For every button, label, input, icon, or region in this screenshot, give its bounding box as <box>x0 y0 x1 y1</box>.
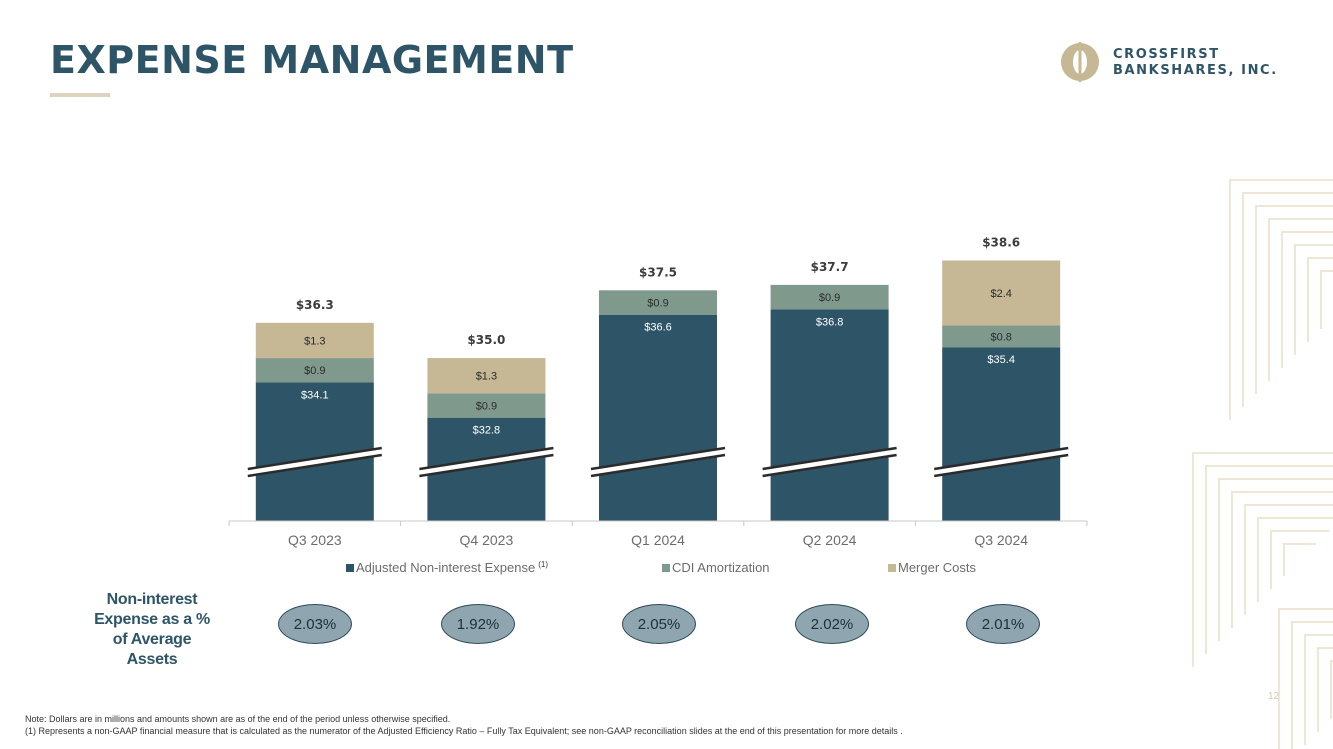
total-label: $37.5 <box>639 265 677 279</box>
logo-line-2: BANKSHARES, INC. <box>1113 63 1278 78</box>
decorative-pattern-line <box>1268 218 1333 381</box>
decorative-pattern-line <box>1320 270 1333 329</box>
x-tick-label: Q3 2024 <box>974 532 1028 548</box>
decorative-pattern-line <box>1304 634 1333 745</box>
bar-segment-cdi-amortization <box>599 290 717 315</box>
data-label-merger-costs: $2.4 <box>990 288 1011 300</box>
decorative-pattern-line <box>1218 478 1333 641</box>
data-label-cdi-amortization: $0.8 <box>990 331 1011 343</box>
ratio-pill-q1-2024: 2.05% <box>622 604 696 644</box>
legend-superscript: (1) <box>538 560 548 569</box>
legend-swatch-merger-costs <box>888 564 896 572</box>
legend-label-merger-costs: Merger Costs <box>898 560 977 575</box>
total-label: $37.7 <box>811 260 849 274</box>
axis-break-gap <box>591 448 725 476</box>
bar-segment-adjusted-expense <box>770 309 889 521</box>
axis-break-gap <box>762 448 897 476</box>
axis-break-line <box>762 453 897 478</box>
decorative-pattern-line <box>1330 660 1333 719</box>
data-label-merger-costs: $1.3 <box>304 335 325 347</box>
bar-segment-adjusted-expense <box>599 314 717 521</box>
legend-label-adjusted-expense: Adjusted Non-interest Expense (1) <box>356 560 548 575</box>
data-label-cdi-amortization: $0.9 <box>304 365 325 377</box>
logo-line-1: CROSSFIRST <box>1113 47 1220 62</box>
page-number: 12 <box>1268 691 1280 702</box>
decorative-pattern-line <box>1242 192 1333 407</box>
bar-segment-merger-costs <box>255 322 374 359</box>
axis-break-line <box>590 453 726 478</box>
data-label-adjusted-expense: $36.8 <box>816 316 844 328</box>
decorative-pattern-line <box>1291 621 1333 749</box>
ratio-pill-q3-2024: 2.01% <box>966 604 1040 644</box>
data-label-cdi-amortization: $0.9 <box>476 400 497 412</box>
axis-break-gap <box>247 448 382 476</box>
axis-break-gap <box>934 448 1069 476</box>
decorative-pattern-line <box>1317 647 1333 732</box>
decorative-pattern-line <box>1255 205 1333 394</box>
axis-break-line <box>247 453 382 478</box>
title-underline <box>50 93 110 97</box>
x-tick-label: Q3 2023 <box>288 532 342 548</box>
data-label-merger-costs: $1.3 <box>476 371 497 383</box>
data-label-cdi-amortization: $0.9 <box>819 292 840 304</box>
axis-break-line <box>419 453 554 478</box>
decorative-pattern-line <box>1231 491 1333 628</box>
bar-segment-adjusted-expense <box>942 347 1061 521</box>
decorative-pattern-line <box>1244 504 1333 615</box>
data-label-cdi-amortization: $0.9 <box>647 297 668 309</box>
decorative-pattern-line <box>1283 543 1316 576</box>
page-title: EXPENSE MANAGEMENT <box>50 38 574 82</box>
decorative-pattern-line <box>1294 244 1333 355</box>
decorative-pattern-line <box>1192 452 1333 667</box>
data-label-adjusted-expense: $36.6 <box>644 322 672 334</box>
x-tick-label: Q1 2024 <box>631 532 685 548</box>
axis-break-line <box>762 446 897 471</box>
decorative-pattern-line <box>1307 257 1333 342</box>
footnotes: Note: Dollars are in millions and amount… <box>25 713 1325 737</box>
axis-break-gap <box>419 448 554 476</box>
ratio-pill-q4-2023: 1.92% <box>441 604 515 644</box>
total-label: $35.0 <box>467 333 505 347</box>
footnote-note: Note: Dollars are in millions and amount… <box>25 714 451 724</box>
axis-break-line <box>934 446 1069 471</box>
x-tick-label: Q2 2024 <box>803 532 857 548</box>
total-label: $38.6 <box>982 235 1020 249</box>
x-tick-label: Q4 2023 <box>460 532 514 548</box>
data-label-adjusted-expense: $34.1 <box>301 389 329 401</box>
ratio-label: Non-interest Expense as a % of Average A… <box>94 591 210 668</box>
ratio-pill-q2-2024: 2.02% <box>795 604 869 644</box>
decorative-pattern-line <box>1270 530 1329 589</box>
legend-label-cdi-amortization: CDI Amortization <box>672 560 770 575</box>
axis-break-line <box>590 446 726 471</box>
bar-segment-cdi-amortization <box>255 358 374 383</box>
decorative-pattern-line <box>1278 608 1333 749</box>
bar-segment-cdi-amortization <box>942 325 1061 348</box>
decorative-pattern-line <box>1281 231 1333 368</box>
bar-segment-cdi-amortization <box>427 393 546 418</box>
bar-segment-cdi-amortization <box>770 284 889 310</box>
ratio-pill-q3-2023: 2.03% <box>278 604 352 644</box>
total-label: $36.3 <box>296 298 334 312</box>
axis-break-line <box>419 446 554 471</box>
bar-segment-merger-costs <box>427 358 546 394</box>
stacked-bar-chart: $34.1 $0.9 $1.3 $36.3 Q3 2023 $32.8 $0.9 $1.3 $3… <box>228 235 1088 575</box>
axis-break-line <box>247 446 382 471</box>
footnote-1: (1) Represents a non-GAAP financial meas… <box>25 726 903 736</box>
data-label-adjusted-expense: $32.8 <box>473 425 501 437</box>
company-logo-text: CROSSFIRST BANKSHARES, INC. <box>1113 47 1278 79</box>
legend-swatch-cdi-amortization <box>662 564 670 572</box>
decorative-pattern-line <box>1205 465 1333 654</box>
bar-segment-merger-costs <box>942 260 1061 326</box>
crossfirst-logo-icon <box>1061 42 1099 82</box>
decorative-pattern-line <box>1229 179 1333 420</box>
data-label-adjusted-expense: $35.4 <box>987 354 1015 366</box>
axis-break-line <box>934 453 1069 478</box>
decorative-pattern-line <box>1257 517 1333 602</box>
legend-swatch-adjusted-expense <box>346 564 354 572</box>
